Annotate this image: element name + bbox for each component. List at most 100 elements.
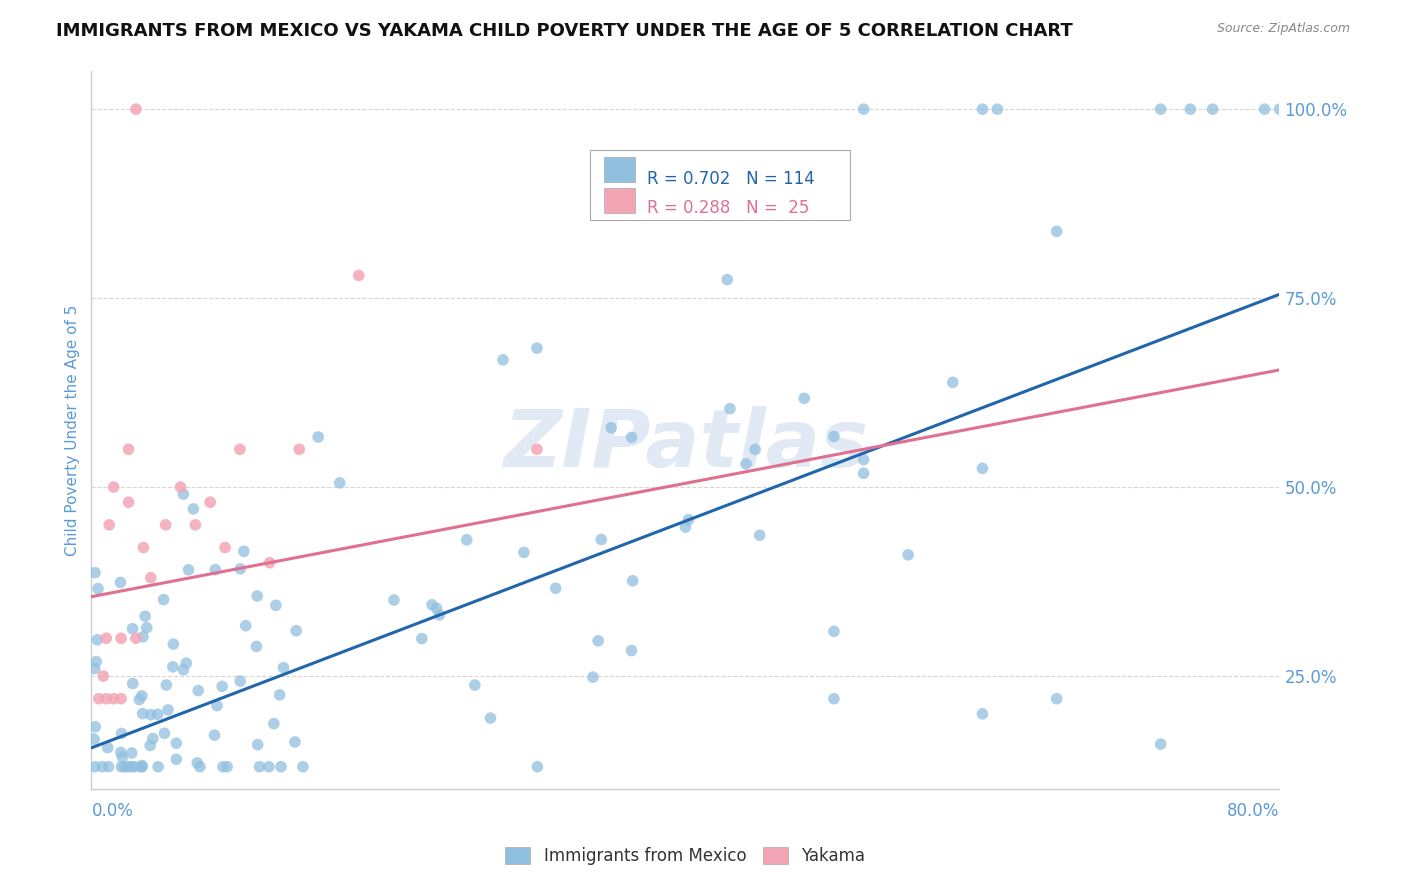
Y-axis label: Child Poverty Under the Age of 5: Child Poverty Under the Age of 5 bbox=[65, 305, 80, 556]
Point bbox=[986, 102, 1008, 116]
Point bbox=[492, 352, 515, 367]
Point bbox=[1149, 102, 1171, 116]
Legend: Immigrants from Mexico, Yakama: Immigrants from Mexico, Yakama bbox=[499, 840, 872, 872]
Point bbox=[329, 475, 352, 490]
Point bbox=[132, 541, 155, 555]
Point bbox=[285, 624, 308, 638]
Point bbox=[153, 726, 176, 740]
Point bbox=[269, 688, 291, 702]
Point bbox=[84, 720, 107, 734]
Point bbox=[897, 548, 920, 562]
Point bbox=[83, 662, 105, 676]
Point bbox=[131, 758, 153, 772]
Point bbox=[184, 517, 207, 532]
Point bbox=[748, 528, 770, 542]
Point bbox=[174, 657, 197, 671]
Point bbox=[91, 760, 114, 774]
Point bbox=[347, 268, 370, 283]
Point bbox=[121, 676, 143, 690]
Point bbox=[235, 618, 257, 632]
Point bbox=[1268, 102, 1291, 116]
Point bbox=[172, 663, 194, 677]
Point bbox=[165, 752, 187, 766]
Point bbox=[456, 533, 478, 547]
Point bbox=[188, 760, 211, 774]
Point bbox=[273, 661, 295, 675]
Point bbox=[429, 607, 451, 622]
Point bbox=[103, 480, 125, 494]
Point bbox=[125, 102, 148, 116]
Point bbox=[972, 461, 994, 475]
Point bbox=[263, 716, 285, 731]
Point bbox=[91, 669, 114, 683]
Point bbox=[620, 430, 643, 444]
Point bbox=[793, 392, 815, 406]
Point bbox=[86, 632, 108, 647]
Point bbox=[212, 760, 235, 774]
Point bbox=[139, 739, 162, 753]
Point bbox=[204, 728, 226, 742]
Text: Source: ZipAtlas.com: Source: ZipAtlas.com bbox=[1216, 22, 1350, 36]
Point bbox=[621, 574, 644, 588]
Text: IMMIGRANTS FROM MEXICO VS YAKAMA CHILD POVERTY UNDER THE AGE OF 5 CORRELATION CH: IMMIGRANTS FROM MEXICO VS YAKAMA CHILD P… bbox=[56, 22, 1073, 40]
Point bbox=[479, 711, 502, 725]
Point bbox=[214, 541, 236, 555]
Point bbox=[718, 401, 741, 416]
Point bbox=[83, 732, 105, 747]
Point bbox=[232, 544, 254, 558]
Point bbox=[972, 706, 994, 721]
Text: R = 0.288   N =  25: R = 0.288 N = 25 bbox=[647, 199, 808, 217]
Point bbox=[103, 691, 125, 706]
Point bbox=[544, 581, 567, 595]
Point bbox=[135, 621, 157, 635]
Point bbox=[204, 563, 226, 577]
Point bbox=[96, 691, 118, 706]
Point bbox=[716, 272, 738, 286]
Point bbox=[131, 760, 153, 774]
Point bbox=[84, 566, 107, 580]
Point bbox=[110, 760, 132, 774]
Point bbox=[110, 726, 132, 740]
Point bbox=[169, 480, 191, 494]
Point bbox=[97, 740, 120, 755]
Point bbox=[586, 633, 609, 648]
Point bbox=[146, 760, 169, 774]
Point bbox=[229, 442, 252, 457]
Point bbox=[200, 495, 222, 509]
Point bbox=[155, 678, 177, 692]
Point bbox=[426, 601, 449, 615]
Point bbox=[124, 760, 146, 774]
Point bbox=[513, 545, 536, 559]
Point bbox=[1201, 102, 1223, 116]
Point bbox=[1253, 102, 1275, 116]
Point bbox=[131, 706, 153, 721]
Point bbox=[259, 556, 281, 570]
Point bbox=[117, 495, 139, 509]
Point bbox=[111, 750, 134, 764]
Point bbox=[129, 760, 152, 774]
Point bbox=[84, 655, 107, 669]
Point bbox=[217, 760, 239, 774]
Point bbox=[98, 517, 121, 532]
Point bbox=[264, 599, 287, 613]
Point bbox=[125, 632, 148, 646]
Text: 0.0%: 0.0% bbox=[91, 802, 134, 820]
Point bbox=[600, 421, 623, 435]
Point bbox=[121, 746, 143, 760]
Point bbox=[284, 735, 307, 749]
Point bbox=[464, 678, 486, 692]
Point bbox=[257, 760, 280, 774]
Point bbox=[87, 582, 110, 596]
Point bbox=[526, 341, 548, 355]
Point bbox=[165, 736, 187, 750]
Point bbox=[132, 630, 155, 644]
Point bbox=[582, 670, 605, 684]
Point bbox=[591, 533, 613, 547]
Point bbox=[162, 637, 184, 651]
Point bbox=[183, 502, 205, 516]
Point bbox=[96, 632, 118, 646]
Point bbox=[852, 452, 875, 467]
Point bbox=[1149, 737, 1171, 751]
Point bbox=[162, 660, 184, 674]
Point bbox=[110, 575, 132, 590]
